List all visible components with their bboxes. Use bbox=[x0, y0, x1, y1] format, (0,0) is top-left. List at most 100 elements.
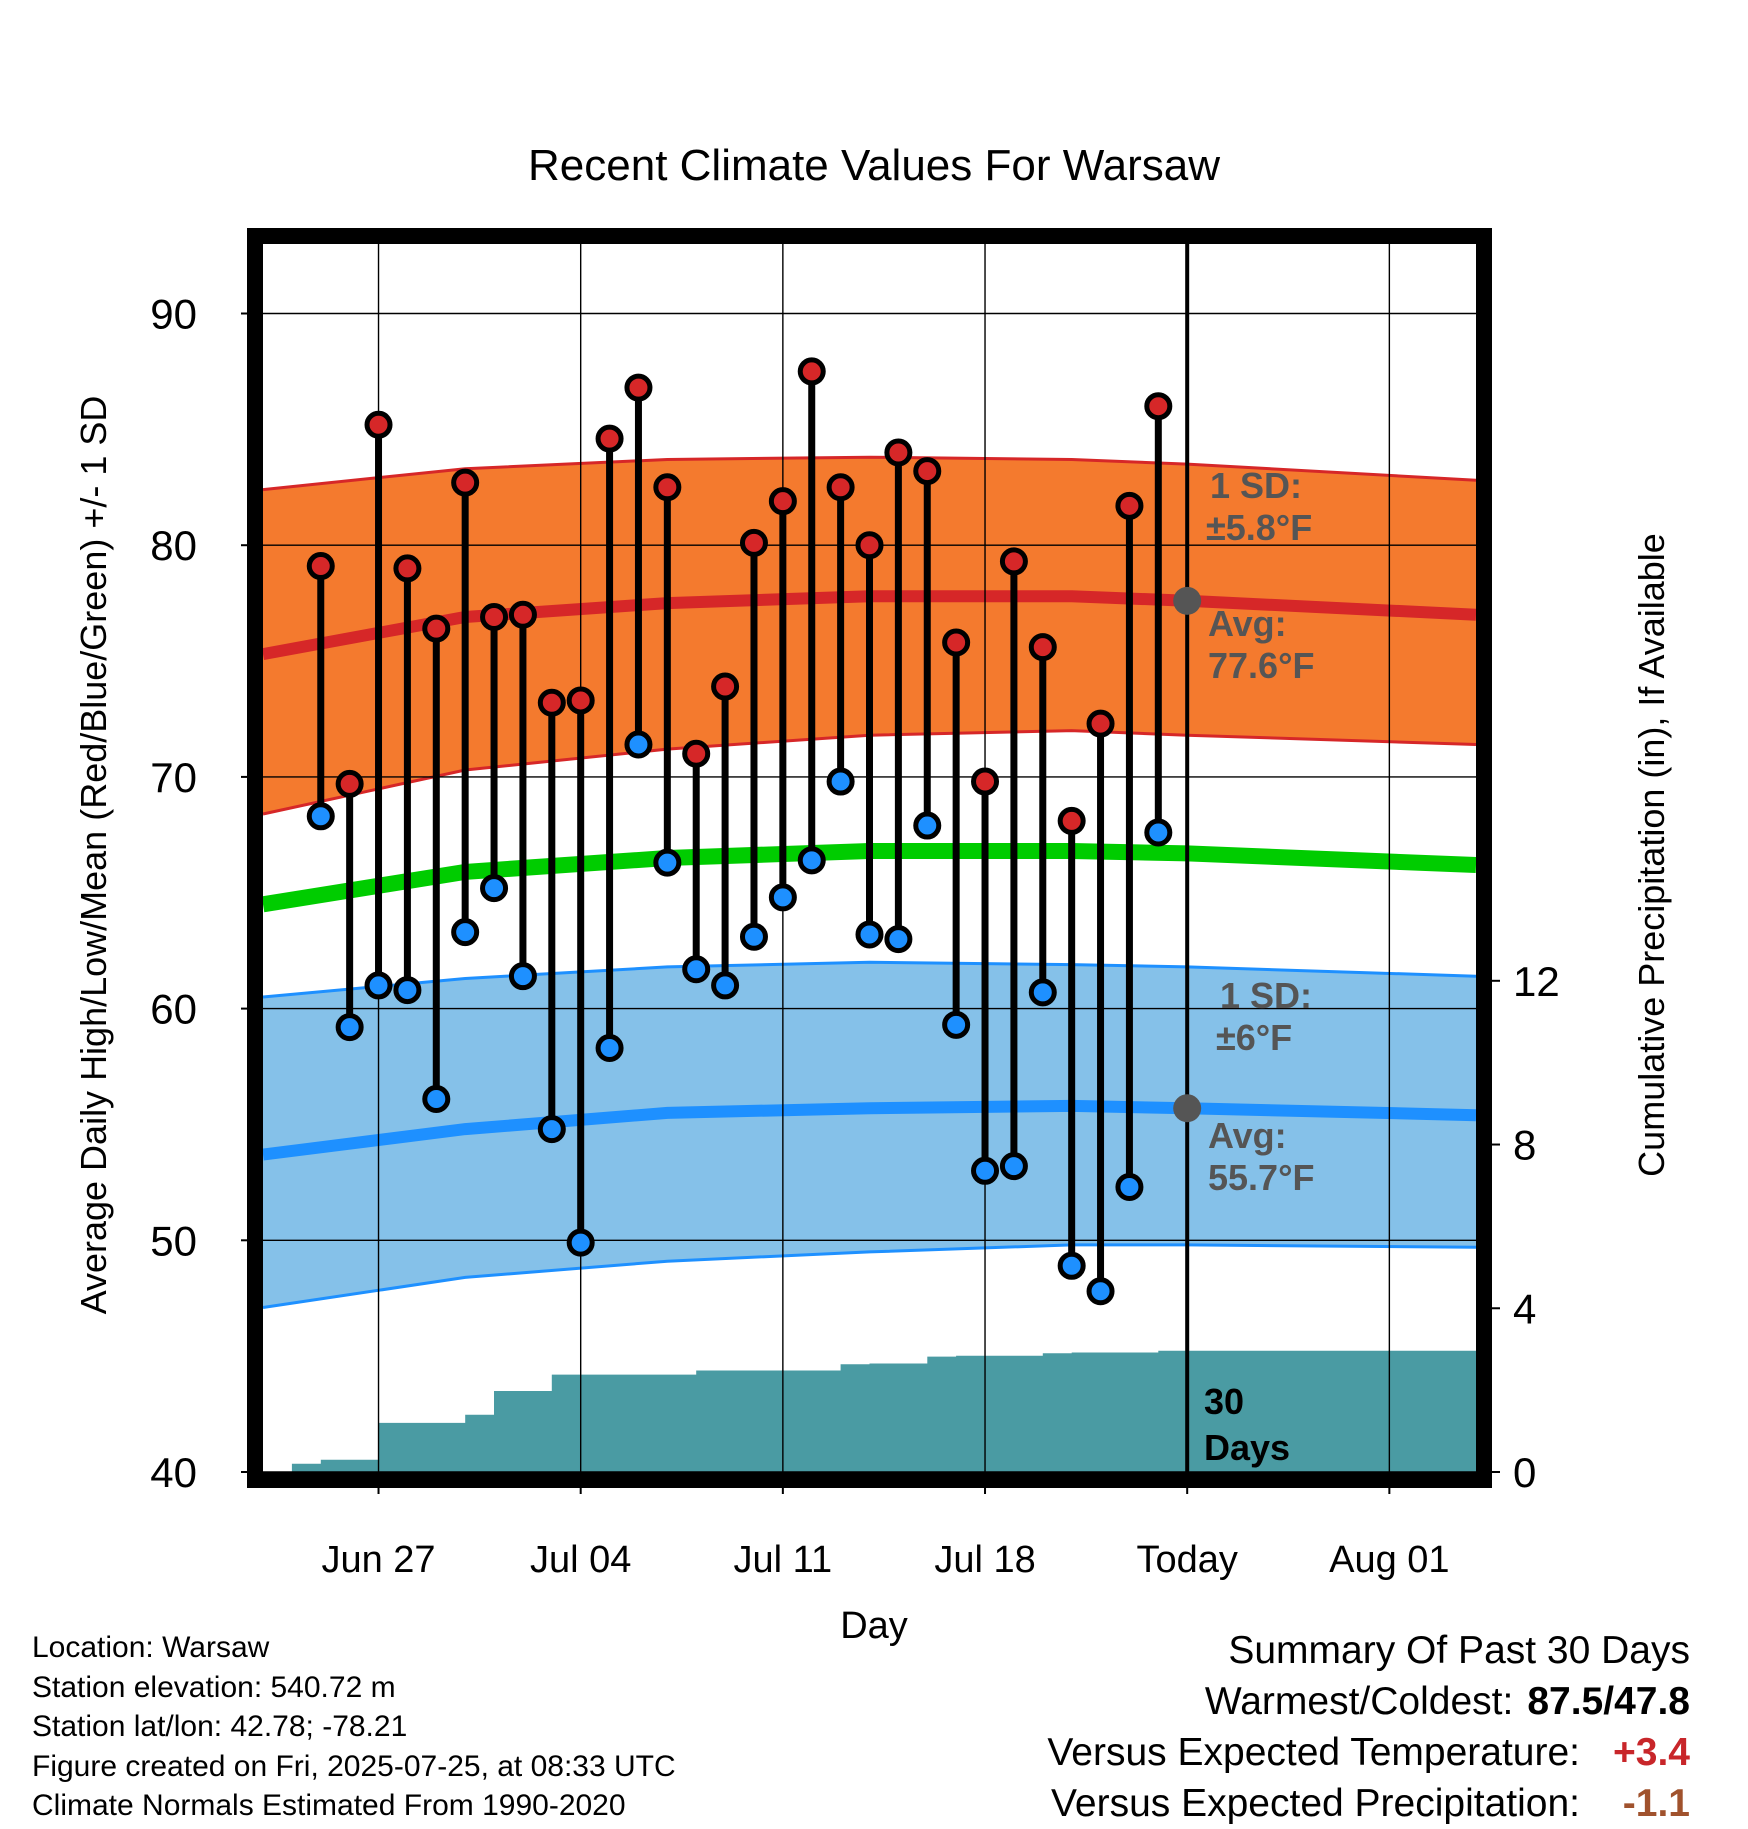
daily-high-point bbox=[913, 457, 942, 486]
warm-cold-value: 87.5/47.8 bbox=[1527, 1680, 1690, 1723]
high-sd-label: 1 SD: bbox=[1210, 465, 1302, 506]
daily-low-point bbox=[826, 767, 855, 796]
daily-high-point bbox=[508, 600, 537, 629]
info-location: Location: Warsaw bbox=[32, 1631, 270, 1664]
y-tick-label: 90 bbox=[150, 291, 197, 338]
info-created: Figure created on Fri, 2025-07-25, at 08… bbox=[32, 1749, 676, 1783]
daily-high-point bbox=[1028, 633, 1057, 662]
daily-high-point bbox=[1144, 392, 1173, 421]
y-right-tick-label: 0 bbox=[1513, 1449, 1536, 1496]
x-tick-label: Aug 01 bbox=[1329, 1539, 1449, 1581]
daily-high-point bbox=[884, 438, 913, 467]
daily-high-point bbox=[624, 373, 653, 402]
daily-high-point bbox=[711, 672, 740, 701]
daily-low-point bbox=[335, 1013, 364, 1042]
days-word-label: Days bbox=[1204, 1427, 1290, 1468]
daily-low-point bbox=[422, 1084, 451, 1113]
daily-high-point bbox=[595, 424, 624, 453]
daily-low-point bbox=[393, 976, 422, 1005]
y-axis-right-label: Cumulative Precipitation (in), If Availa… bbox=[1631, 533, 1672, 1177]
info-normals: Climate Normals Estimated From 1990-2020 bbox=[32, 1789, 626, 1822]
daily-low-point bbox=[884, 925, 913, 954]
daily-high-point bbox=[682, 739, 711, 768]
daily-low-point bbox=[797, 846, 826, 875]
daily-high-point bbox=[422, 614, 451, 643]
daily-low-point bbox=[537, 1115, 566, 1144]
y-tick-label: 60 bbox=[150, 986, 197, 1033]
summary-warm-cold: Warmest/Coldest: 87.5/47.8 bbox=[1047, 1676, 1690, 1727]
daily-high-point bbox=[942, 628, 971, 657]
daily-low-point bbox=[595, 1033, 624, 1062]
x-axis-label: Day bbox=[840, 1605, 908, 1647]
daily-high-point bbox=[335, 769, 364, 798]
plot-area: 40 50 60 70 80 90 0 4 8 12 Jun 27 Jul 04 Jul 11 Jul 1… bbox=[150, 228, 1560, 1581]
daily-high-point bbox=[739, 528, 768, 557]
daily-low-point bbox=[480, 874, 509, 903]
y-right-tick-label: 4 bbox=[1513, 1285, 1536, 1332]
plot-frame bbox=[247, 228, 1492, 1488]
x-tick-label: Today bbox=[1136, 1539, 1237, 1581]
x-tick-label: Jul 04 bbox=[530, 1539, 631, 1581]
high-avg-value: 77.6°F bbox=[1208, 645, 1314, 686]
daily-high-point bbox=[1115, 491, 1144, 520]
low-sd-value: ±6°F bbox=[1216, 1017, 1292, 1058]
info-elevation: Station elevation: 540.72 m bbox=[32, 1670, 396, 1704]
daily-high-point bbox=[999, 547, 1028, 576]
temp-value: +3.4 bbox=[1613, 1731, 1690, 1774]
daily-low-point bbox=[1115, 1173, 1144, 1202]
y-tick-label: 70 bbox=[150, 754, 197, 801]
daily-low-point bbox=[768, 883, 797, 912]
x-tick-label: Jul 11 bbox=[734, 1539, 833, 1581]
daily-low-point bbox=[508, 962, 537, 991]
daily-high-point bbox=[797, 357, 826, 386]
low-sd-band bbox=[263, 962, 1476, 1308]
daily-high-point bbox=[768, 487, 797, 516]
daily-high-point bbox=[480, 603, 509, 632]
y-axis-label: Average Daily High/Low/Mean (Red/Blue/Gr… bbox=[73, 396, 114, 1315]
daily-low-point bbox=[855, 920, 884, 949]
daily-low-point bbox=[913, 811, 942, 840]
y-tick-label: 50 bbox=[150, 1217, 197, 1264]
daily-high-point bbox=[364, 410, 393, 439]
daily-low-point bbox=[711, 971, 740, 1000]
summary-precip: Versus Expected Precipitation: -1.1 bbox=[1047, 1778, 1690, 1829]
daily-low-point bbox=[682, 955, 711, 984]
high-sd-value: ±5.8°F bbox=[1206, 507, 1312, 548]
chart-title: Recent Climate Values For Warsaw bbox=[528, 141, 1220, 190]
summary-panel: Summary Of Past 30 Days Warmest/Coldest:… bbox=[1047, 1625, 1690, 1829]
info-latlon: Station lat/lon: 42.78; -78.21 bbox=[32, 1710, 408, 1743]
summary-temp: Versus Expected Temperature: +3.4 bbox=[1047, 1727, 1690, 1778]
days-count-label: 30 bbox=[1204, 1381, 1244, 1422]
daily-high-point bbox=[653, 473, 682, 502]
daily-low-point bbox=[1086, 1277, 1115, 1306]
precip-area bbox=[263, 1350, 1476, 1472]
precip-value: -1.1 bbox=[1622, 1782, 1690, 1825]
daily-high-point bbox=[393, 554, 422, 583]
daily-low-point bbox=[451, 918, 480, 947]
daily-low-point bbox=[653, 848, 682, 877]
y-right-tick-label: 12 bbox=[1513, 958, 1560, 1005]
daily-low-point bbox=[1144, 818, 1173, 847]
daily-high-point bbox=[855, 531, 884, 560]
daily-low-point bbox=[1057, 1251, 1086, 1280]
daily-low-point bbox=[566, 1228, 595, 1257]
daily-low-point bbox=[364, 971, 393, 1000]
low-avg-label: Avg: bbox=[1208, 1115, 1287, 1156]
daily-high-point bbox=[1057, 806, 1086, 835]
temp-label: Versus Expected Temperature: bbox=[1047, 1731, 1580, 1774]
y-right-tick-label: 8 bbox=[1513, 1122, 1536, 1169]
today-low-avg-marker bbox=[1173, 1094, 1202, 1123]
daily-high-point bbox=[537, 688, 566, 717]
today-high-avg-marker bbox=[1173, 586, 1202, 615]
precip-label: Versus Expected Precipitation: bbox=[1051, 1782, 1580, 1825]
daily-low-point bbox=[739, 922, 768, 951]
warm-cold-label: Warmest/Coldest: bbox=[1204, 1680, 1514, 1723]
daily-high-point bbox=[566, 686, 595, 715]
daily-low-point bbox=[999, 1152, 1028, 1181]
x-tick-label: Jul 18 bbox=[934, 1539, 1035, 1581]
low-avg-value: 55.7°F bbox=[1208, 1157, 1314, 1198]
daily-low-point bbox=[971, 1156, 1000, 1185]
summary-heading: Summary Of Past 30 Days bbox=[1228, 1629, 1690, 1672]
y-tick-label: 80 bbox=[150, 522, 197, 569]
